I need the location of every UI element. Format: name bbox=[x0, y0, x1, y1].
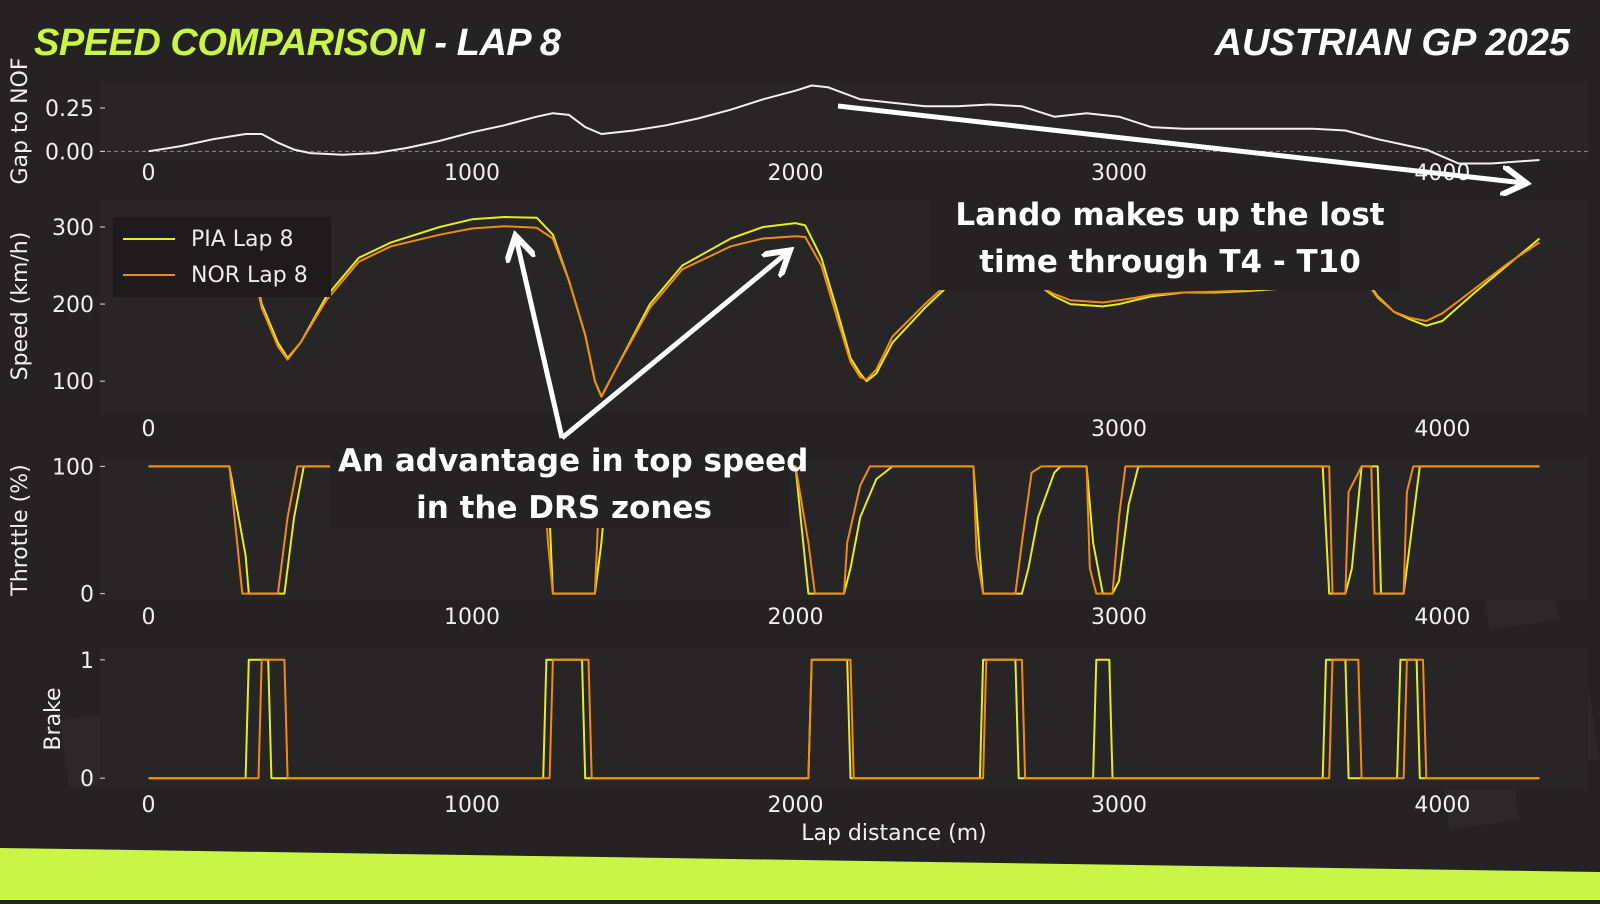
x-tick-label: 0 bbox=[142, 605, 156, 630]
series-line-nor bbox=[148, 465, 1540, 595]
x-tick-label: 0 bbox=[142, 161, 156, 186]
speed-legend: PIA Lap 8 NOR Lap 8 bbox=[113, 217, 331, 297]
arrow-gap-trend bbox=[837, 103, 1524, 183]
y-axis-label: Gap to NOF bbox=[8, 58, 33, 185]
annotation-lando-line2: time through T4 - T10 bbox=[979, 244, 1361, 280]
arrow-drs-zone-1 bbox=[516, 238, 565, 439]
y-tick-label: 0 bbox=[80, 767, 94, 792]
y-tick-label: 300 bbox=[52, 216, 94, 241]
x-tick-label: 3000 bbox=[1091, 793, 1147, 818]
accent-band bbox=[0, 848, 1600, 900]
chart-title: SPEED COMPARISON - LAP 8 bbox=[34, 22, 561, 65]
annotation-lando: Lando makes up the lost time through T4 … bbox=[940, 192, 1400, 286]
x-tick-label: 0 bbox=[142, 793, 156, 818]
x-tick-label: 4000 bbox=[1414, 793, 1470, 818]
y-tick-label: 100 bbox=[52, 370, 94, 395]
series-line-gap bbox=[148, 84, 1540, 165]
x-tick-label: 4000 bbox=[1414, 417, 1470, 442]
y-tick-label: 1 bbox=[80, 649, 94, 674]
x-axis-label: Lap distance (m) bbox=[801, 821, 987, 846]
legend-swatch-nor bbox=[123, 274, 175, 276]
legend-item-nor: NOR Lap 8 bbox=[123, 260, 308, 290]
x-tick-label: 4000 bbox=[1414, 605, 1470, 630]
legend-label-nor: NOR Lap 8 bbox=[191, 262, 308, 288]
annotation-top-speed-line1: An advantage in top speed bbox=[338, 443, 809, 479]
legend-item-pia: PIA Lap 8 bbox=[123, 224, 294, 254]
y-tick-label: 100 bbox=[52, 455, 94, 480]
plot-area bbox=[100, 82, 1588, 160]
arrow-drs-zone-2 bbox=[560, 252, 788, 440]
annotation-top-speed: An advantage in top speed in the DRS zon… bbox=[338, 438, 809, 532]
y-tick-label: 0 bbox=[80, 583, 94, 608]
y-tick-label: 0.25 bbox=[45, 97, 94, 122]
x-tick-label: 1000 bbox=[444, 161, 500, 186]
series-line-nor bbox=[148, 658, 1540, 780]
plot-area bbox=[100, 648, 1588, 790]
event-title: AUSTRIAN GP 2025 bbox=[1214, 22, 1570, 64]
annotation-layer bbox=[330, 103, 1524, 528]
title-highlight: SPEED COMPARISON bbox=[34, 22, 425, 64]
x-tick-label: 1000 bbox=[444, 605, 500, 630]
x-tick-label: 2000 bbox=[767, 605, 823, 630]
annotation-box-top-speed bbox=[330, 430, 790, 528]
y-tick-label: 200 bbox=[52, 293, 94, 318]
x-tick-label: 0 bbox=[142, 417, 156, 442]
y-tick-label: 0.00 bbox=[45, 140, 94, 165]
panel-4: 0 1 0 1000 2000 3000 4000 Brake Lap distance (m) bbox=[41, 648, 1588, 846]
x-tick-label: 3000 bbox=[1091, 161, 1147, 186]
legend-swatch-pia bbox=[123, 238, 175, 240]
annotation-lando-line1: Lando makes up the lost bbox=[955, 197, 1385, 233]
x-tick-label: 2000 bbox=[767, 793, 823, 818]
panel-1: 0.000.2501000200030004000Gap to NOF bbox=[8, 58, 1588, 186]
x-tick-label: 3000 bbox=[1091, 417, 1147, 442]
y-axis-label: Throttle (%) bbox=[8, 464, 33, 596]
annotation-top-speed-line2: in the DRS zones bbox=[416, 490, 712, 526]
annotation-box-lando bbox=[930, 186, 1400, 290]
y-axis-label: Speed (km/h) bbox=[8, 232, 33, 381]
x-tick-label: 1000 bbox=[444, 793, 500, 818]
x-tick-label: 3000 bbox=[1091, 605, 1147, 630]
title-lap: - LAP 8 bbox=[424, 22, 561, 64]
x-tick-label: 2000 bbox=[767, 161, 823, 186]
legend-label-pia: PIA Lap 8 bbox=[191, 226, 294, 252]
y-axis-label: Brake bbox=[41, 687, 66, 750]
